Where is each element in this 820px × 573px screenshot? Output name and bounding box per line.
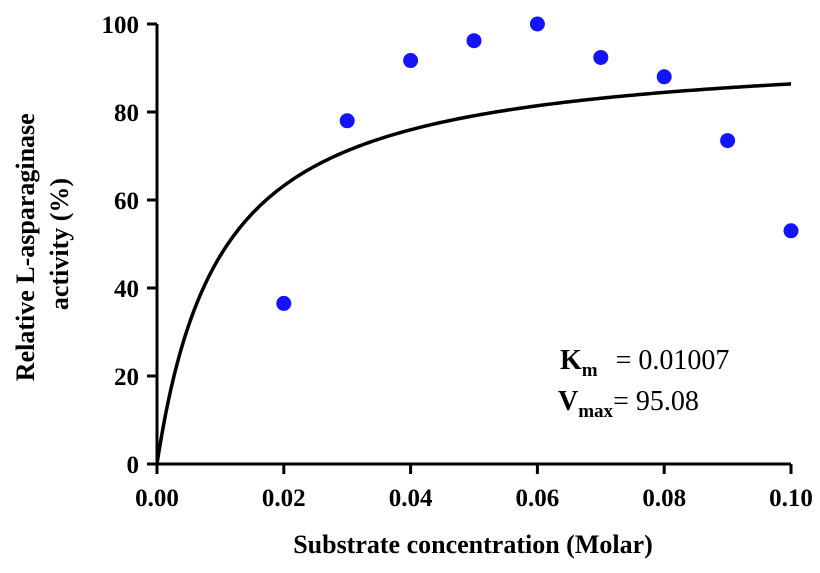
data-point xyxy=(783,223,799,239)
km-subscript: m xyxy=(582,360,598,381)
x-ticks: 0.00 0.02 0.04 0.06 0.08 0.10 xyxy=(135,464,813,512)
x-tick-label: 0.08 xyxy=(642,485,686,512)
vmax-value: = 95.08 xyxy=(613,386,699,417)
data-point xyxy=(720,133,736,149)
y-tick-label: 0 xyxy=(127,452,140,479)
data-point xyxy=(529,16,545,32)
x-tick-label: 0.04 xyxy=(389,485,433,512)
km-annotation: Km = 0.01007 xyxy=(560,345,729,381)
axes xyxy=(155,24,791,466)
km-symbol: K xyxy=(560,345,582,376)
y-axis-title-line-1: Relative L-asparaginase xyxy=(11,113,40,381)
x-tick-label: 0.06 xyxy=(516,485,560,512)
fit-curve xyxy=(155,82,792,465)
x-tick-label: 0.00 xyxy=(135,485,179,512)
vmax-annotation: Vmax= 95.08 xyxy=(558,386,699,422)
data-point xyxy=(403,53,419,69)
y-tick-label: 60 xyxy=(114,188,139,215)
x-axis-title: Substrate concentration (Molar) xyxy=(293,530,653,559)
data-point xyxy=(276,295,292,311)
y-tick-label: 100 xyxy=(102,12,140,39)
y-axis-title: Relative L-asparaginase activity (%) xyxy=(11,107,74,381)
x-tick-label: 0.10 xyxy=(769,485,813,512)
y-tick-label: 40 xyxy=(114,276,139,303)
vmax-subscript: max xyxy=(578,401,613,422)
data-point xyxy=(339,113,355,129)
data-point xyxy=(656,69,672,85)
vmax-symbol: V xyxy=(558,386,578,417)
y-tick-label: 80 xyxy=(114,100,139,127)
y-tick-label: 20 xyxy=(114,364,139,391)
y-axis-title-line-2: activity (%) xyxy=(45,178,74,310)
data-points xyxy=(276,16,799,311)
x-tick-label: 0.02 xyxy=(262,485,306,512)
km-value: = 0.01007 xyxy=(616,345,730,376)
data-point xyxy=(593,49,609,65)
y-ticks: 0 20 40 60 80 100 xyxy=(102,12,157,479)
data-point xyxy=(466,33,482,49)
